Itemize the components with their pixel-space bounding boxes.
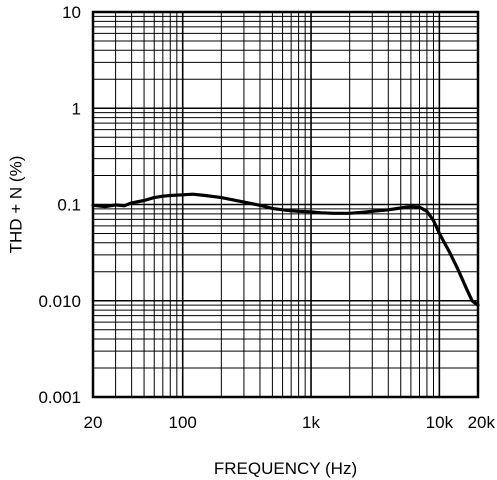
y-tick-label: 0.010 xyxy=(38,292,81,311)
x-tick-label: 20k xyxy=(468,413,496,432)
x-tick-label: 100 xyxy=(169,413,197,432)
y-axis-label: THD + N (%) xyxy=(6,156,25,254)
y-tick-label: 10 xyxy=(62,3,81,22)
y-tick-label: 0.1 xyxy=(57,196,81,215)
series-layer xyxy=(91,192,480,307)
x-tick-label: 20 xyxy=(84,413,103,432)
thd-series-line xyxy=(91,192,480,307)
major-gridlines xyxy=(93,12,478,397)
x-tick-label: 10k xyxy=(426,413,454,432)
x-tick-label: 1k xyxy=(302,413,320,432)
x-axis-label: FREQUENCY (Hz) xyxy=(214,459,357,478)
y-tick-label: 1 xyxy=(72,99,81,118)
x-tick-labels: 20 100 1k 10k 20k xyxy=(84,413,496,432)
y-tick-label: 0.001 xyxy=(38,388,81,407)
y-tick-labels: 10 1 0.1 0.010 0.001 xyxy=(38,3,81,407)
